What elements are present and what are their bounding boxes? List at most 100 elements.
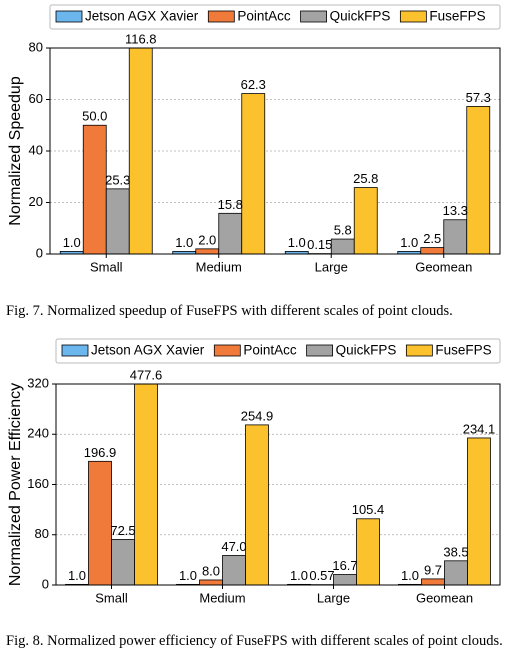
x-tick-label: Large — [315, 259, 348, 274]
bar — [353, 187, 378, 254]
legend-swatch — [207, 10, 235, 23]
value-label: 1.0 — [400, 235, 418, 250]
y-tick-label: 40 — [29, 142, 43, 157]
value-label: 16.7 — [332, 558, 357, 573]
x-tick-label: Medium — [199, 590, 245, 605]
chart: 0 20 40 60 80 Normalized Speedup Small 1.0 50.0 2… — [7, 4, 501, 274]
bars — [65, 384, 491, 585]
bar — [195, 248, 220, 254]
legend-box — [55, 338, 501, 364]
value-label: 9.7 — [424, 562, 442, 577]
bar — [420, 247, 445, 254]
value-label: 47.0 — [221, 539, 246, 554]
value-label: 2.5 — [423, 231, 441, 246]
legend-swatch — [300, 10, 327, 23]
plot-frame — [49, 47, 501, 255]
x-tick-label: Medium — [196, 259, 242, 274]
bar — [330, 238, 355, 254]
bar — [245, 424, 269, 585]
value-label: 15.8 — [218, 197, 243, 212]
value-label: 2.0 — [198, 232, 216, 247]
legend-swatch — [399, 10, 427, 23]
legend-label: Jetson AGX Xavier — [91, 343, 205, 358]
value-label: 72.5 — [110, 523, 135, 538]
x-tick-label: Geomean — [415, 259, 472, 274]
y-tick-label: 320 — [27, 375, 49, 390]
bar — [222, 555, 246, 585]
legend-label: Jetson AGX Xavier — [85, 9, 199, 24]
bar — [444, 560, 468, 585]
value-label: 105.4 — [352, 502, 385, 517]
y-tick-label: 20 — [29, 194, 43, 209]
value-label: 62.3 — [241, 77, 266, 92]
bar — [199, 579, 223, 585]
value-label: 116.8 — [125, 31, 157, 46]
y-tick-label: 80 — [35, 526, 49, 541]
caption: Fig. 8. Normalized power efficiency of F… — [6, 633, 503, 649]
y-tick-label: 0 — [42, 576, 49, 591]
value-label: 38.5 — [443, 544, 468, 559]
value-label: 25.8 — [353, 171, 378, 186]
y-tick-label: 0 — [36, 245, 43, 260]
y-axis-label: Normalized Speedup — [7, 76, 24, 226]
value-label: 477.6 — [130, 367, 163, 382]
y-tick-label: 160 — [27, 476, 49, 491]
value-label: 1.0 — [68, 568, 86, 583]
legend-swatch — [405, 344, 433, 357]
legend-label: PointAcc — [243, 343, 297, 358]
legend-label: PointAcc — [237, 9, 291, 24]
legend-label: QuickFPS — [336, 343, 397, 358]
value-label: 1.0 — [63, 235, 81, 250]
value-label: 0.15 — [307, 237, 332, 252]
value-label: 1.0 — [175, 235, 193, 250]
bar — [111, 539, 135, 585]
bar — [88, 460, 112, 585]
value-label: 8.0 — [202, 563, 220, 578]
value-label: 13.3 — [443, 203, 468, 218]
value-label: 1.0 — [288, 235, 306, 250]
bar — [241, 93, 266, 254]
caption: Fig. 7. Normalized speedup of FuseFPS wi… — [6, 303, 453, 319]
x-tick-label: Large — [317, 590, 350, 605]
bar — [128, 48, 153, 254]
y-axis-label: Normalized Power Efficiency — [7, 383, 24, 586]
legend-box — [49, 4, 501, 30]
y-tick-label: 60 — [29, 91, 43, 106]
bar — [218, 212, 243, 254]
legend-swatch — [306, 344, 333, 357]
value-label: 1.0 — [179, 568, 197, 583]
legend-label: FuseFPS — [435, 343, 491, 358]
value-label: 25.3 — [105, 172, 130, 187]
y-tick-label: 80 — [29, 39, 43, 54]
y-tick-label: 240 — [27, 426, 49, 441]
legend-label: QuickFPS — [330, 9, 391, 24]
value-label: 254.9 — [241, 408, 274, 423]
x-tick-label: Small — [95, 590, 128, 605]
bar — [421, 578, 445, 585]
legend-label: FuseFPS — [429, 9, 485, 24]
bars — [59, 48, 491, 254]
bar — [356, 518, 380, 585]
value-label: 5.8 — [334, 223, 352, 238]
value-label: 1.0 — [290, 568, 308, 583]
value-label: 234.1 — [463, 421, 496, 436]
x-tick-label: Geomean — [416, 590, 473, 605]
bar — [333, 574, 357, 585]
plot-frame — [55, 383, 501, 586]
bar — [82, 124, 107, 254]
bar — [105, 188, 130, 254]
legend-swatch — [61, 344, 89, 357]
bar — [467, 437, 491, 585]
value-label: 196.9 — [84, 445, 117, 460]
x-tick-label: Small — [90, 259, 123, 274]
bar — [443, 219, 468, 254]
bar — [466, 106, 491, 254]
legend-swatch — [55, 10, 83, 23]
legend-swatch — [213, 344, 241, 357]
bar — [284, 251, 309, 254]
value-label: 0.57 — [309, 568, 334, 583]
value-label: 50.0 — [82, 109, 107, 124]
value-label: 57.3 — [466, 90, 491, 105]
